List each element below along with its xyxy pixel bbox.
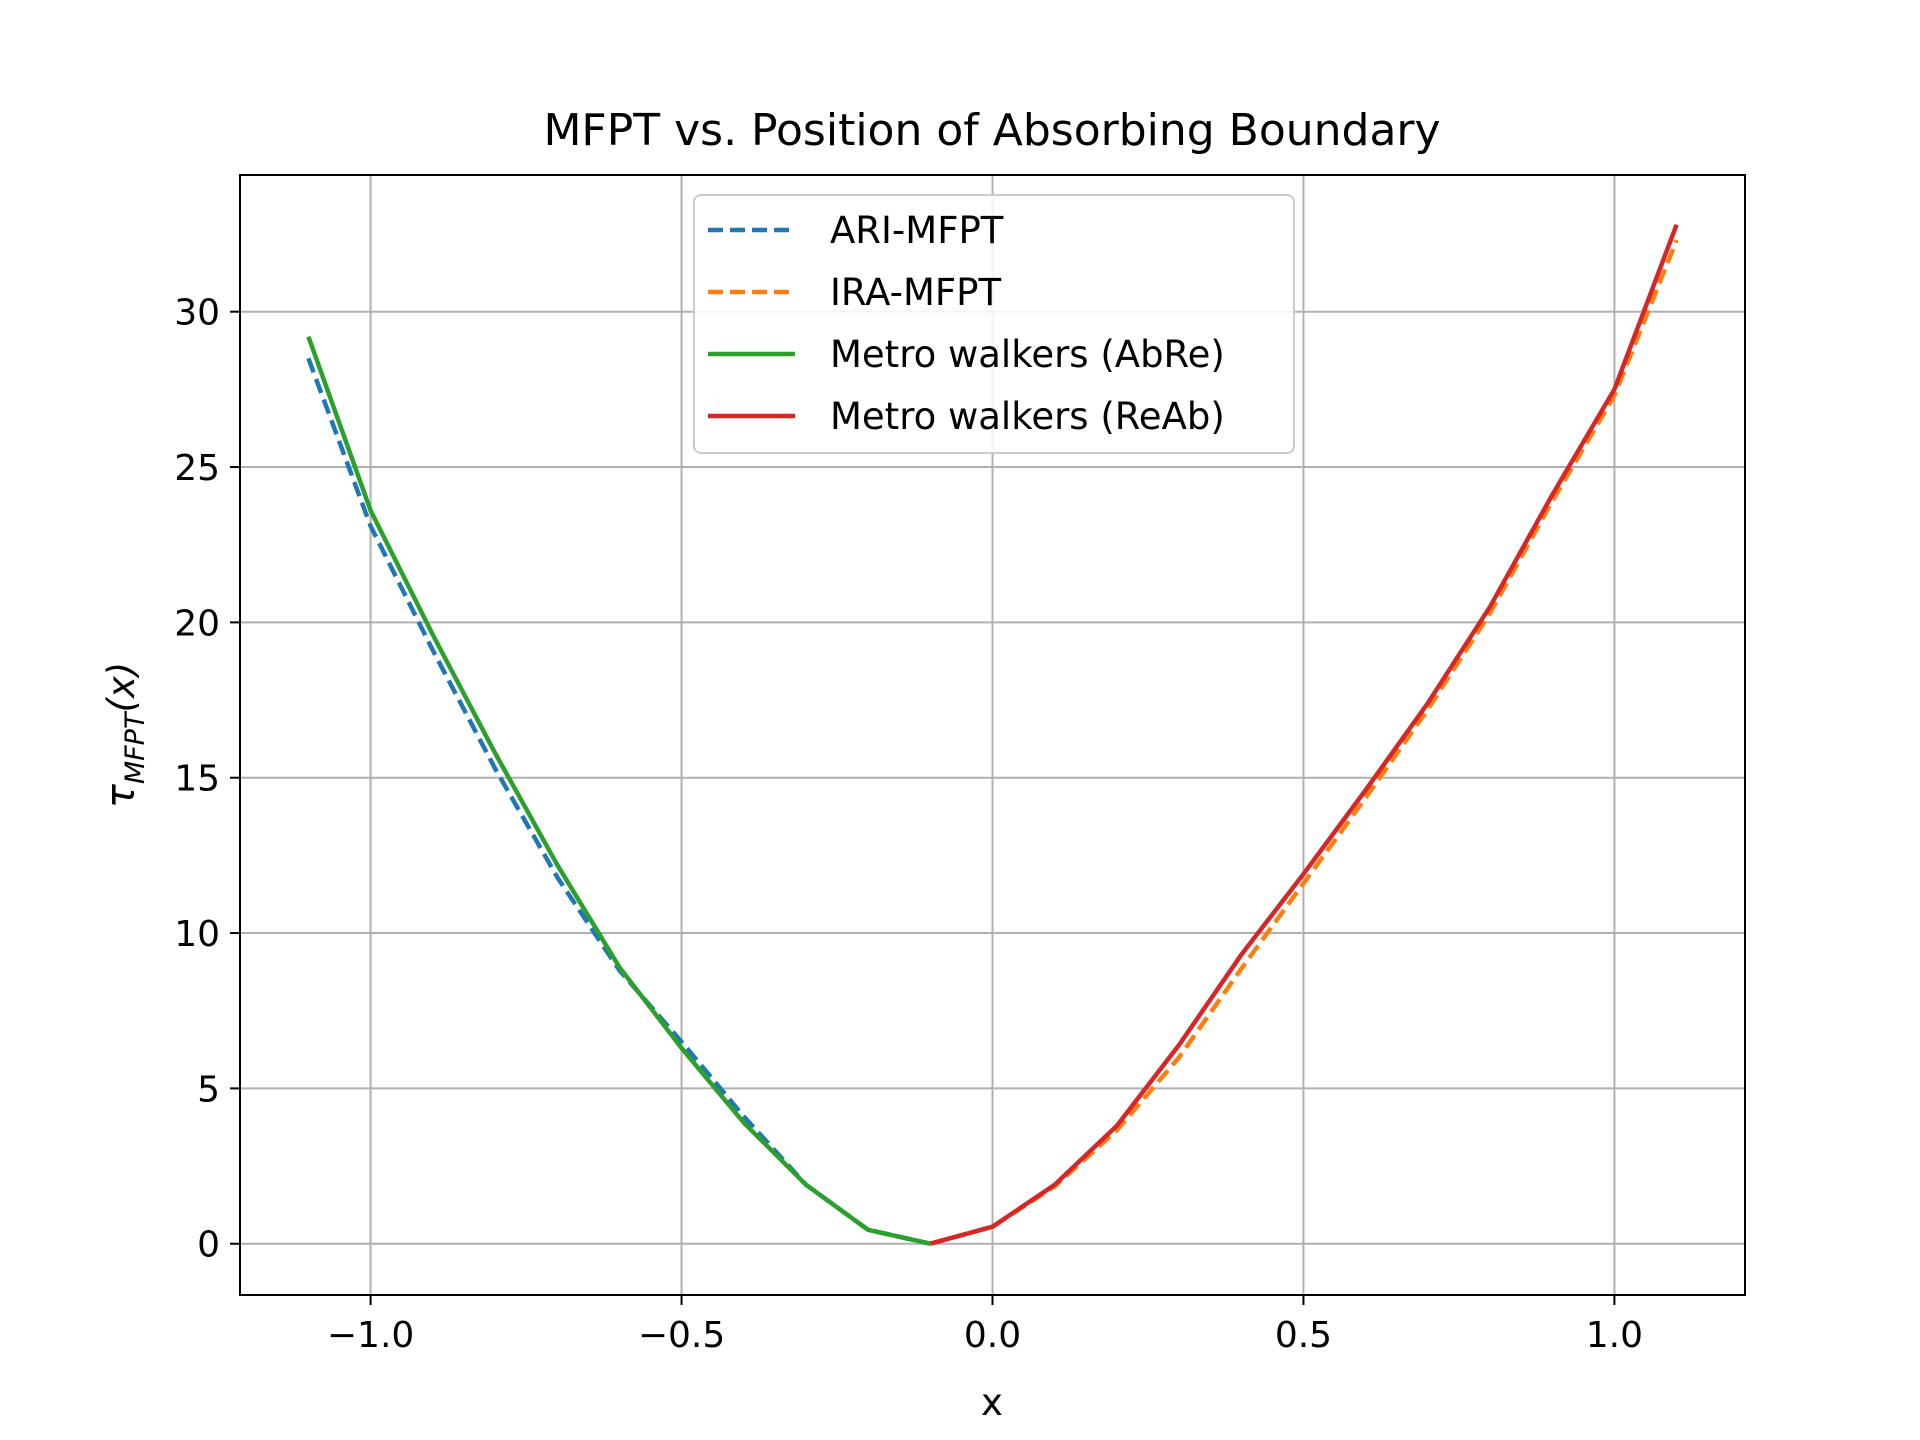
- axis-ticks: −1.0 −0.5 0.0 0.5 1.0 0 5 10 15 20 25 30: [174, 293, 1643, 1356]
- y-axis-label-arg: (x): [100, 662, 143, 713]
- x-axis-label: x: [981, 1381, 1003, 1424]
- legend-label-0: ARI-MFPT: [830, 209, 1004, 252]
- x-tick-label: 1.0: [1586, 1315, 1643, 1356]
- x-tick-label: −0.5: [638, 1315, 725, 1356]
- chart-title: MFPT vs. Position of Absorbing Boundary: [543, 105, 1440, 156]
- y-axis-label-subscript: MFPT: [120, 710, 151, 784]
- legend-label-1: IRA-MFPT: [830, 271, 1001, 314]
- y-tick-label: 0: [197, 1225, 220, 1266]
- series-lines: [306, 223, 1679, 1246]
- legend-label-3: Metro walkers (ReAb): [830, 395, 1225, 438]
- legend-box: [693, 194, 1295, 454]
- series-line-2: [306, 335, 931, 1246]
- x-tick-label: 0.0: [964, 1315, 1021, 1356]
- legend-label-2: Metro walkers (AbRe): [830, 333, 1225, 376]
- y-tick-label: 10: [174, 914, 220, 955]
- y-tick-label: 20: [174, 603, 220, 644]
- y-tick-label: 30: [174, 293, 220, 334]
- legend: ARI-MFPT IRA-MFPT Metro walkers (AbRe) Metr…: [693, 194, 1295, 454]
- y-axis-label-symbol: τ: [98, 783, 144, 808]
- x-tick-label: 0.5: [1275, 1315, 1332, 1356]
- y-tick-label: 15: [174, 759, 220, 800]
- x-tick-label: −1.0: [327, 1315, 414, 1356]
- y-tick-label: 25: [174, 448, 220, 489]
- series-line-3: [929, 223, 1679, 1246]
- y-tick-label: 5: [197, 1069, 220, 1110]
- y-axis-label: τMFPT(x): [98, 662, 151, 808]
